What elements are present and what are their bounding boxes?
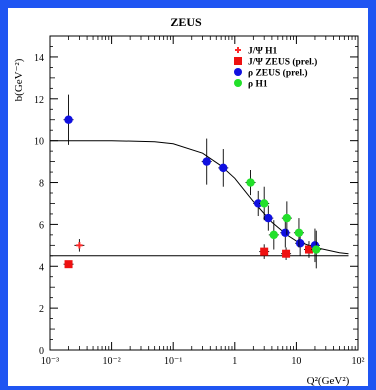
circle-marker bbox=[282, 213, 292, 223]
circle-marker bbox=[295, 239, 305, 248]
plot-area-border bbox=[49, 35, 359, 351]
series-ρ H1 bbox=[245, 169, 322, 269]
y-tick-label: 8 bbox=[39, 179, 44, 190]
y-tick-label: 4 bbox=[39, 262, 44, 273]
x-tick-label: 10⁻¹ bbox=[164, 356, 182, 367]
data-point bbox=[63, 260, 74, 269]
y-tick-label: 12 bbox=[34, 95, 44, 106]
x-tick-label: 1 bbox=[232, 356, 237, 367]
legend-label: ρ ZEUS (prel.) bbox=[248, 68, 308, 79]
circle-marker bbox=[312, 245, 321, 254]
legend: J/Ψ H1J/Ψ ZEUS (prel.)ρ ZEUS (prel.)ρ H1 bbox=[234, 47, 317, 90]
circle-marker bbox=[294, 228, 304, 237]
legend-item: J/Ψ H1 bbox=[235, 47, 278, 57]
data-point bbox=[293, 218, 304, 248]
data-point bbox=[74, 239, 85, 252]
circle-marker bbox=[259, 199, 269, 208]
legend-item: ρ H1 bbox=[234, 79, 268, 90]
legend-marker bbox=[234, 68, 242, 76]
x-tick-label: 10 bbox=[291, 356, 301, 367]
data-point bbox=[281, 247, 292, 260]
fit-curve bbox=[50, 140, 349, 255]
circle-marker bbox=[281, 228, 290, 237]
data-point bbox=[259, 244, 270, 259]
data-point bbox=[311, 230, 322, 269]
axis-ticks bbox=[49, 35, 359, 351]
data-point bbox=[259, 186, 270, 221]
data-point bbox=[280, 218, 291, 248]
y-tick-label: 6 bbox=[39, 220, 44, 231]
data-point bbox=[201, 138, 212, 185]
chart-title: ZEUS bbox=[170, 15, 202, 29]
legend-item: ρ ZEUS (prel.) bbox=[234, 68, 308, 79]
circle-marker bbox=[202, 157, 211, 166]
circle-marker bbox=[219, 163, 228, 173]
fit-curves bbox=[50, 140, 349, 257]
square-marker bbox=[64, 260, 73, 269]
series-J/Ψ ZEUS (prel.) bbox=[63, 241, 314, 269]
legend-marker bbox=[234, 79, 242, 87]
square-marker bbox=[260, 247, 269, 256]
legend-marker bbox=[234, 57, 242, 65]
legend-label: ρ H1 bbox=[248, 80, 268, 90]
data-point bbox=[253, 190, 264, 217]
data-points bbox=[63, 94, 322, 269]
tick-labels: 10⁻³ 10⁻² 10⁻¹ 1 10 10² 0 2 4 6 8 10 12 14 bbox=[34, 53, 365, 367]
y-axis-label: b(GeV⁻²) bbox=[13, 58, 25, 101]
circle-marker bbox=[264, 213, 273, 223]
circle-marker bbox=[254, 199, 263, 208]
legend-label: J/Ψ H1 bbox=[248, 47, 278, 57]
y-tick-label: 10 bbox=[34, 137, 44, 148]
square-marker bbox=[304, 245, 313, 254]
square-marker bbox=[282, 249, 291, 258]
data-point bbox=[63, 94, 74, 145]
y-tick-label: 14 bbox=[34, 53, 44, 64]
legend-label: J/Ψ ZEUS (prel.) bbox=[248, 57, 317, 68]
legend-item: J/Ψ ZEUS (prel.) bbox=[234, 57, 317, 68]
data-point bbox=[263, 205, 274, 231]
series-J/Ψ H1 bbox=[74, 239, 85, 252]
series-ρ ZEUS (prel.) bbox=[63, 94, 320, 263]
data-point bbox=[218, 149, 229, 187]
x-tick-label: 10² bbox=[352, 356, 365, 367]
x-axis-label: Q²(GeV²) bbox=[307, 375, 350, 387]
data-point bbox=[281, 201, 292, 235]
x-tick-label: 10⁻³ bbox=[41, 356, 59, 367]
circle-marker bbox=[64, 115, 73, 124]
data-point bbox=[245, 169, 256, 196]
circle-marker bbox=[246, 178, 255, 187]
y-tick-label: 0 bbox=[39, 346, 44, 357]
x-tick-label: 10⁻² bbox=[102, 356, 120, 367]
circle-marker bbox=[269, 230, 279, 240]
figure-panel bbox=[8, 8, 368, 386]
y-tick-label: 2 bbox=[39, 304, 44, 315]
data-point bbox=[268, 220, 279, 250]
plot-frame bbox=[49, 35, 359, 351]
data-point bbox=[309, 228, 320, 263]
